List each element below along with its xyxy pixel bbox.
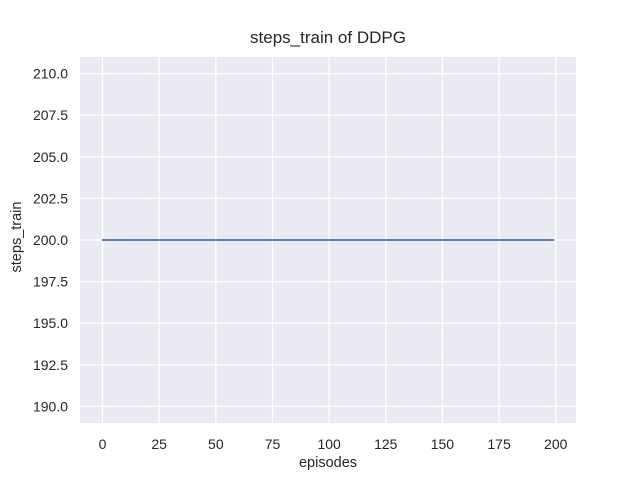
- x-tick-label: 75: [265, 436, 281, 452]
- x-tick-label: 25: [151, 436, 167, 452]
- y-tick-label: 202.5: [33, 190, 68, 206]
- x-tick-label: 50: [208, 436, 224, 452]
- x-tick-label: 125: [374, 436, 398, 452]
- x-axis-label: episodes: [298, 455, 358, 471]
- x-tick-label: 0: [99, 436, 107, 452]
- y-tick-label: 200.0: [33, 232, 68, 248]
- x-tick-label: 150: [431, 436, 455, 452]
- y-tick-label: 192.5: [33, 357, 68, 373]
- y-tick-labels: 190.0 192.5 195.0 197.5 200.0 202.5 205.0 207.5…: [33, 66, 68, 415]
- chart-title: steps_train of DDPG: [250, 28, 406, 47]
- y-tick-label: 190.0: [33, 398, 68, 414]
- y-tick-label: 195.0: [33, 315, 68, 331]
- y-tick-label: 205.0: [33, 149, 68, 165]
- y-tick-label: 207.5: [33, 107, 68, 123]
- x-tick-labels: 0 25 50 75 100 125 150 175 200: [99, 436, 568, 452]
- x-tick-label: 175: [487, 436, 511, 452]
- y-axis-label: steps_train: [9, 201, 25, 273]
- x-tick-label: 100: [317, 436, 341, 452]
- y-tick-label: 210.0: [33, 66, 68, 82]
- y-tick-label: 197.5: [33, 274, 68, 290]
- x-tick-label: 200: [544, 436, 568, 452]
